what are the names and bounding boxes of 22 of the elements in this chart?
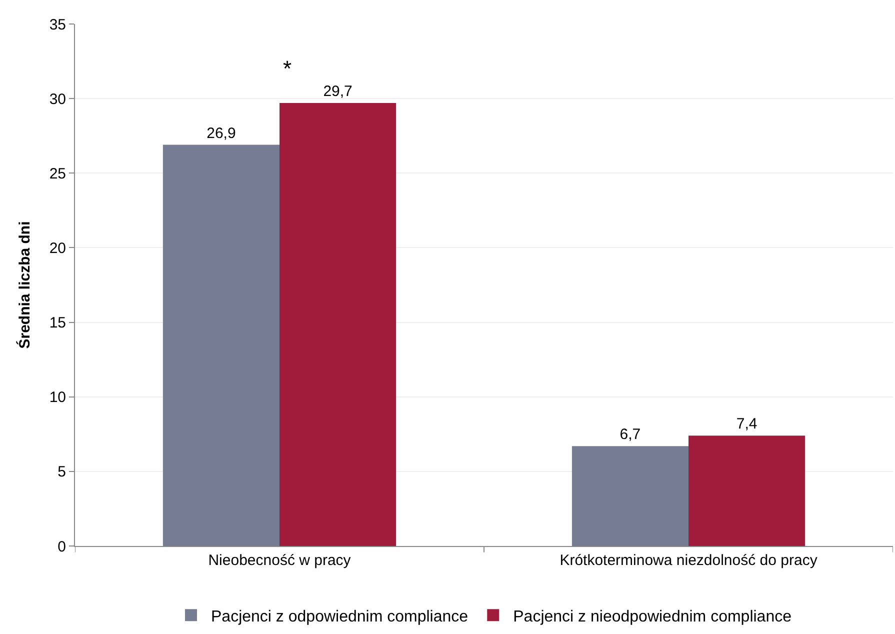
annotation: * [283, 56, 292, 81]
bar [280, 103, 396, 546]
x-tick-label: Krótkoterminowa niezdolność do pracy [560, 552, 818, 569]
data-label: 7,4 [736, 416, 758, 433]
bar [688, 436, 806, 546]
y-tick-label: 35 [49, 16, 66, 34]
y-tick-label: 5 [58, 464, 66, 481]
legend-label: Pacjenci z odpowiednim compliance [211, 608, 468, 626]
y-axis-title: Średnia liczba dni [16, 221, 34, 349]
data-label: 29,7 [323, 83, 352, 100]
y-tick-label: 25 [49, 165, 66, 182]
y-tick-label: 30 [49, 90, 66, 108]
y-tick-label: 15 [49, 314, 66, 332]
y-tick-label: 0 [58, 538, 66, 556]
y-tick-label: 20 [49, 240, 66, 257]
bar [572, 446, 688, 546]
data-label: 6,7 [620, 426, 641, 444]
bar [162, 144, 280, 546]
data-label: 26,9 [206, 124, 236, 142]
x-tick-label: Nieobecność w pracy [208, 552, 352, 569]
y-tick-label: 10 [49, 389, 66, 406]
legend-label: Pacjenci z nieodpowiednim compliance [513, 608, 792, 626]
